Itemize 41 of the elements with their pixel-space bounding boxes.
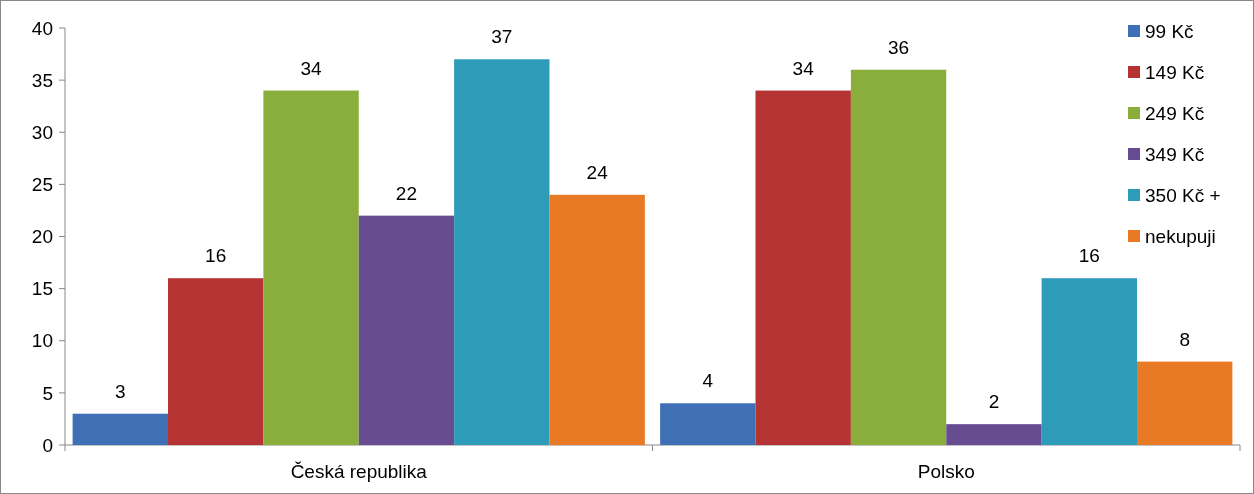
legend-label: 349 Kč <box>1145 143 1205 165</box>
data-label: 22 <box>395 182 418 204</box>
data-label: 2 <box>988 391 1000 413</box>
y-tick-label: 20 <box>31 226 53 248</box>
bar <box>358 215 455 445</box>
y-tick-label: 10 <box>31 330 53 352</box>
data-label: 4 <box>702 370 714 392</box>
legend-label: nekupuji <box>1145 225 1216 247</box>
bar <box>263 90 359 445</box>
data-label: 16 <box>1078 245 1100 267</box>
x-tick-label: Polsko <box>917 461 975 482</box>
bar <box>660 403 756 445</box>
data-label: 36 <box>887 36 910 58</box>
y-tick-label: 40 <box>31 17 53 39</box>
x-tick-label: Česká republika <box>290 461 428 482</box>
bar <box>72 413 168 445</box>
y-tick-label: 30 <box>31 121 53 143</box>
data-label: 37 <box>491 26 513 48</box>
bar <box>850 69 947 445</box>
data-label: 34 <box>300 57 323 79</box>
bar <box>1137 361 1233 445</box>
data-label: 24 <box>586 161 609 183</box>
legend-label: 99 Kč <box>1145 20 1194 42</box>
y-tick-label: 25 <box>31 174 53 196</box>
bar <box>1041 278 1137 445</box>
bar <box>755 90 851 445</box>
legend-label: 149 Kč <box>1145 61 1205 83</box>
legend-label: 350 Kč + <box>1145 184 1221 206</box>
bar <box>454 59 550 445</box>
bar <box>549 194 645 445</box>
data-label: 3 <box>115 380 126 402</box>
data-label: 16 <box>205 245 227 267</box>
y-tick-label: 35 <box>31 69 53 91</box>
bar <box>168 278 264 445</box>
y-tick-label: 15 <box>31 278 53 300</box>
y-tick-label: 0 <box>42 434 53 456</box>
bar <box>946 424 1042 445</box>
y-tick-label: 5 <box>42 382 53 404</box>
data-label: 8 <box>1179 328 1190 350</box>
legend-label: 249 Kč <box>1145 102 1205 124</box>
data-label: 34 <box>792 57 815 79</box>
